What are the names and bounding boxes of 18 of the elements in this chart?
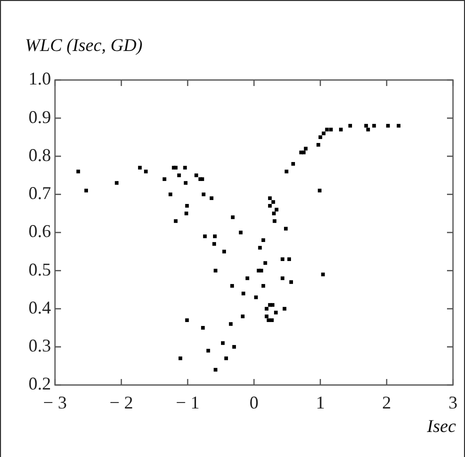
y-tick-label: 0.7 bbox=[28, 183, 51, 204]
x-tick-label: − 3 bbox=[43, 392, 67, 413]
x-tick-label: 0 bbox=[250, 392, 258, 413]
x-axis-title: Isec bbox=[427, 416, 456, 437]
y-tick-label: 0.6 bbox=[28, 221, 51, 242]
y-tick-label: 0.3 bbox=[28, 336, 51, 356]
y-tick-label: 1.0 bbox=[28, 68, 51, 89]
x-tick-label: − 2 bbox=[110, 392, 134, 413]
y-axis-title: WLC (Isec, GD) bbox=[25, 35, 142, 56]
x-tick-label: 1 bbox=[316, 392, 325, 413]
x-tick-label: 3 bbox=[448, 392, 458, 413]
y-tick-label: 0.2 bbox=[28, 374, 51, 394]
x-tick-label: 2 bbox=[382, 392, 392, 413]
y-tick-label: 0.4 bbox=[28, 297, 51, 318]
y-tick-label: 0.9 bbox=[28, 106, 51, 127]
y-tick-label: 0.8 bbox=[28, 144, 51, 165]
x-tick-label: − 1 bbox=[176, 392, 200, 413]
y-tick-label: 0.5 bbox=[28, 259, 51, 280]
